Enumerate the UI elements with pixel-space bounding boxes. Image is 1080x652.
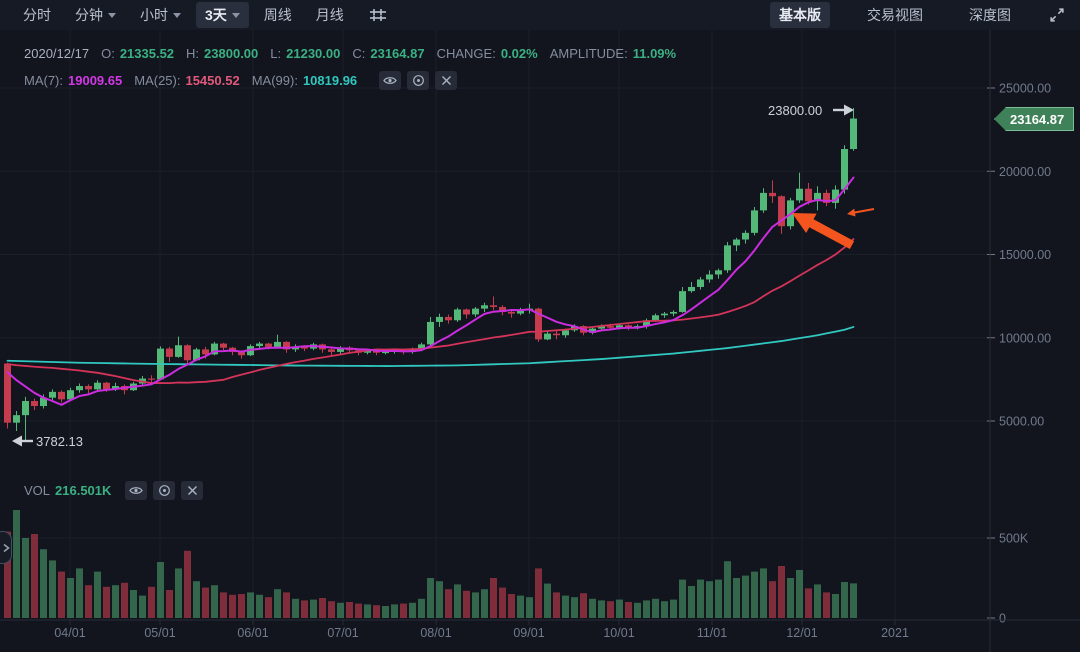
svg-text:5000.00: 5000.00 xyxy=(999,415,1044,429)
fullscreen-icon[interactable] xyxy=(1048,6,1066,24)
ohlc-legend: 2020/12/17 O: 21335.52 H: 23800.00 L: 21230… xyxy=(24,46,677,61)
svg-text:08/01: 08/01 xyxy=(420,626,451,640)
tab-hour[interactable]: 小时 xyxy=(131,2,190,28)
chevron-down-icon xyxy=(108,12,116,18)
svg-text:11/01: 11/01 xyxy=(697,626,727,640)
ma-legend: MA(7): 19009.65 MA(25): 15450.52 MA(99): 10… xyxy=(24,71,458,90)
svg-text:25000.00: 25000.00 xyxy=(999,82,1051,96)
tab-weekly[interactable]: 周线 xyxy=(263,7,292,23)
chevron-down-icon xyxy=(231,12,240,18)
close-value: 23164.87 xyxy=(370,46,425,61)
low-value: 21230.00 xyxy=(286,46,341,61)
svg-text:10/01: 10/01 xyxy=(603,626,634,640)
amplitude-value: 11.09% xyxy=(632,46,677,61)
change-value: 0.02% xyxy=(500,46,538,61)
ma99-value: 10819.96 xyxy=(302,73,358,88)
svg-text:06/01: 06/01 xyxy=(237,626,268,640)
ma-close-icon[interactable] xyxy=(435,71,458,90)
view-mode-tabs: 基本版 交易视图 深度图 xyxy=(770,2,1066,28)
svg-text:500K: 500K xyxy=(999,532,1029,546)
svg-text:0: 0 xyxy=(999,612,1006,626)
tab-depth-chart[interactable]: 深度图 xyxy=(969,7,1011,23)
svg-text:12/01: 12/01 xyxy=(786,626,817,640)
lowest-price-label: 3782.13 xyxy=(36,434,83,449)
ma7-value: 19009.65 xyxy=(68,73,123,88)
vol-settings-icon[interactable] xyxy=(153,481,176,500)
tab-3day[interactable]: 3天 xyxy=(196,2,249,28)
vol-visibility-eye-icon[interactable] xyxy=(125,481,148,500)
interval-tabs: 分时 分钟 小时 3天 周线 月线 xyxy=(14,2,387,28)
tab-trading-view[interactable]: 交易视图 xyxy=(867,7,923,23)
candle-date: 2020/12/17 xyxy=(24,46,90,61)
vol-close-icon[interactable] xyxy=(181,481,204,500)
tab-basic-version[interactable]: 基本版 xyxy=(770,2,830,28)
tab-minute[interactable]: 分钟 xyxy=(66,2,125,28)
ma-visibility-eye-icon[interactable] xyxy=(379,71,402,90)
svg-text:20000.00: 20000.00 xyxy=(999,165,1051,179)
svg-text:10000.00: 10000.00 xyxy=(999,331,1051,345)
ma-settings-icon[interactable] xyxy=(407,71,430,90)
chart-toolbar: 分时 分钟 小时 3天 周线 月线 基本版 交易视图 深度图 xyxy=(0,0,1080,30)
svg-text:05/01: 05/01 xyxy=(144,626,175,640)
chevron-down-icon xyxy=(173,12,181,18)
volume-value: 216.501K xyxy=(55,483,112,498)
volume-legend: VOL 216.501K xyxy=(24,481,204,500)
indicator-settings-icon[interactable] xyxy=(369,7,387,23)
highest-price-label: 23800.00 xyxy=(768,103,823,118)
high-value: 23800.00 xyxy=(204,46,259,61)
svg-text:2021: 2021 xyxy=(881,626,909,640)
svg-text:07/01: 07/01 xyxy=(327,626,358,640)
tab-monthly[interactable]: 月线 xyxy=(315,7,344,23)
tab-time-sharing[interactable]: 分时 xyxy=(23,7,51,23)
ma25-value: 15450.52 xyxy=(185,73,240,88)
svg-text:04/01: 04/01 xyxy=(54,626,85,640)
last-price-badge: 23164.87 xyxy=(994,107,1075,131)
svg-text:15000.00: 15000.00 xyxy=(999,248,1051,262)
svg-text:09/01: 09/01 xyxy=(513,626,544,640)
open-value: 21335.52 xyxy=(119,46,175,61)
chevron-right-icon xyxy=(3,543,10,552)
panel-expand-handle[interactable] xyxy=(0,531,12,564)
